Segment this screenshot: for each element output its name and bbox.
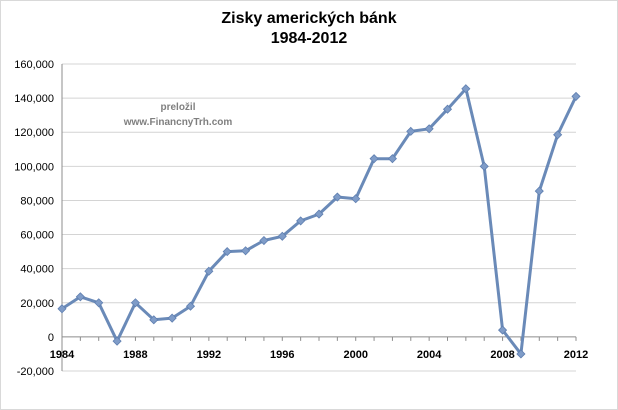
data-point-marker [516, 349, 526, 359]
x-tick-label: 1988 [123, 349, 147, 361]
y-axis-ticks: -20,000 0 20,000 40,000 60,000 80,000 100,000 1… [14, 59, 54, 378]
data-point-marker [479, 161, 489, 171]
y-tick-label: 0 [48, 332, 54, 344]
data-point-marker [553, 130, 563, 140]
data-point-marker [571, 91, 581, 101]
y-tick-label: -20,000 [17, 366, 54, 378]
data-point-marker [406, 126, 416, 136]
data-point-marker [314, 209, 324, 219]
data-point-marker [332, 192, 342, 202]
x-tick-label: 1996 [270, 349, 294, 361]
data-point-marker [241, 246, 251, 256]
chart-subtitle: 1984-2012 [270, 30, 348, 47]
data-point-marker [75, 292, 85, 302]
data-point-marker [351, 194, 361, 204]
y-tick-label: 60,000 [20, 230, 54, 242]
y-tick-label: 40,000 [20, 264, 54, 276]
y-tick-label: 80,000 [20, 195, 54, 207]
data-point-marker [461, 84, 471, 94]
chart-title: Zisky amerických bánk [221, 10, 397, 27]
data-point-marker [167, 313, 177, 323]
data-point-marker [185, 301, 196, 311]
data-point-marker [259, 235, 269, 246]
watermark-translated: preložil [160, 102, 196, 113]
watermark-url: www.FinancnyTrh.com [123, 117, 233, 128]
data-point-marker [296, 216, 306, 226]
x-tick-label: 2012 [564, 349, 588, 361]
x-tick-label: 2008 [490, 349, 514, 361]
y-tick-label: 100,000 [14, 161, 54, 173]
data-point-marker [149, 315, 159, 325]
data-point-marker [442, 104, 453, 114]
data-point-marker [57, 304, 67, 314]
y-tick-label: 160,000 [14, 59, 54, 71]
data-point-marker [94, 298, 104, 308]
data-point-marker [534, 186, 544, 196]
gridlines [61, 63, 576, 372]
x-tick-label: 2004 [417, 349, 442, 361]
x-tick-label: 1984 [50, 349, 75, 361]
data-point-marker [222, 247, 232, 257]
data-point-marker [112, 336, 122, 346]
y-tick-label: 20,000 [20, 298, 54, 310]
y-tick-label: 140,000 [14, 93, 54, 105]
data-point-marker [498, 325, 508, 335]
data-point-marker [130, 298, 140, 308]
data-point-marker [369, 154, 379, 164]
plot-area [57, 84, 581, 359]
x-axis-ticks: 1984 1988 1992 1996 2000 2004 2008 2012 [50, 336, 588, 361]
series-line [61, 87, 578, 356]
x-tick-label: 2000 [343, 349, 367, 361]
x-tick-label: 1992 [197, 349, 221, 361]
data-point-marker [204, 266, 214, 276]
data-point-marker [387, 154, 397, 164]
y-tick-label: 120,000 [14, 127, 54, 139]
data-point-marker [424, 124, 434, 134]
data-point-marker [277, 231, 287, 241]
